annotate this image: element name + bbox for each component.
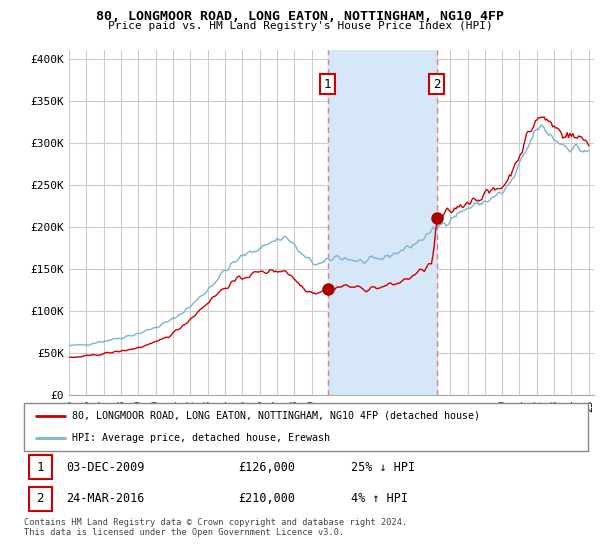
Text: 24-MAR-2016: 24-MAR-2016 [66,492,145,505]
Text: 1: 1 [37,461,44,474]
Text: £126,000: £126,000 [238,461,295,474]
Text: 25% ↓ HPI: 25% ↓ HPI [351,461,415,474]
Text: 2: 2 [433,77,440,91]
Text: 03-DEC-2009: 03-DEC-2009 [66,461,145,474]
Bar [328,50,437,395]
Text: 4% ↑ HPI: 4% ↑ HPI [351,492,408,505]
Text: Price paid vs. HM Land Registry's House Price Index (HPI): Price paid vs. HM Land Registry's House … [107,21,493,31]
Text: Contains HM Land Registry data © Crown copyright and database right 2024.
This d: Contains HM Land Registry data © Crown c… [24,518,407,538]
FancyBboxPatch shape [29,487,52,511]
Text: 1: 1 [324,77,331,91]
FancyBboxPatch shape [24,403,588,451]
Text: HPI: Average price, detached house, Erewash: HPI: Average price, detached house, Erew… [72,433,330,444]
FancyBboxPatch shape [29,455,52,479]
Text: 80, LONGMOOR ROAD, LONG EATON, NOTTINGHAM, NG10 4FP: 80, LONGMOOR ROAD, LONG EATON, NOTTINGHA… [96,10,504,23]
Text: 80, LONGMOOR ROAD, LONG EATON, NOTTINGHAM, NG10 4FP (detached house): 80, LONGMOOR ROAD, LONG EATON, NOTTINGHA… [72,410,480,421]
Text: £210,000: £210,000 [238,492,295,505]
Text: 2: 2 [37,492,44,505]
